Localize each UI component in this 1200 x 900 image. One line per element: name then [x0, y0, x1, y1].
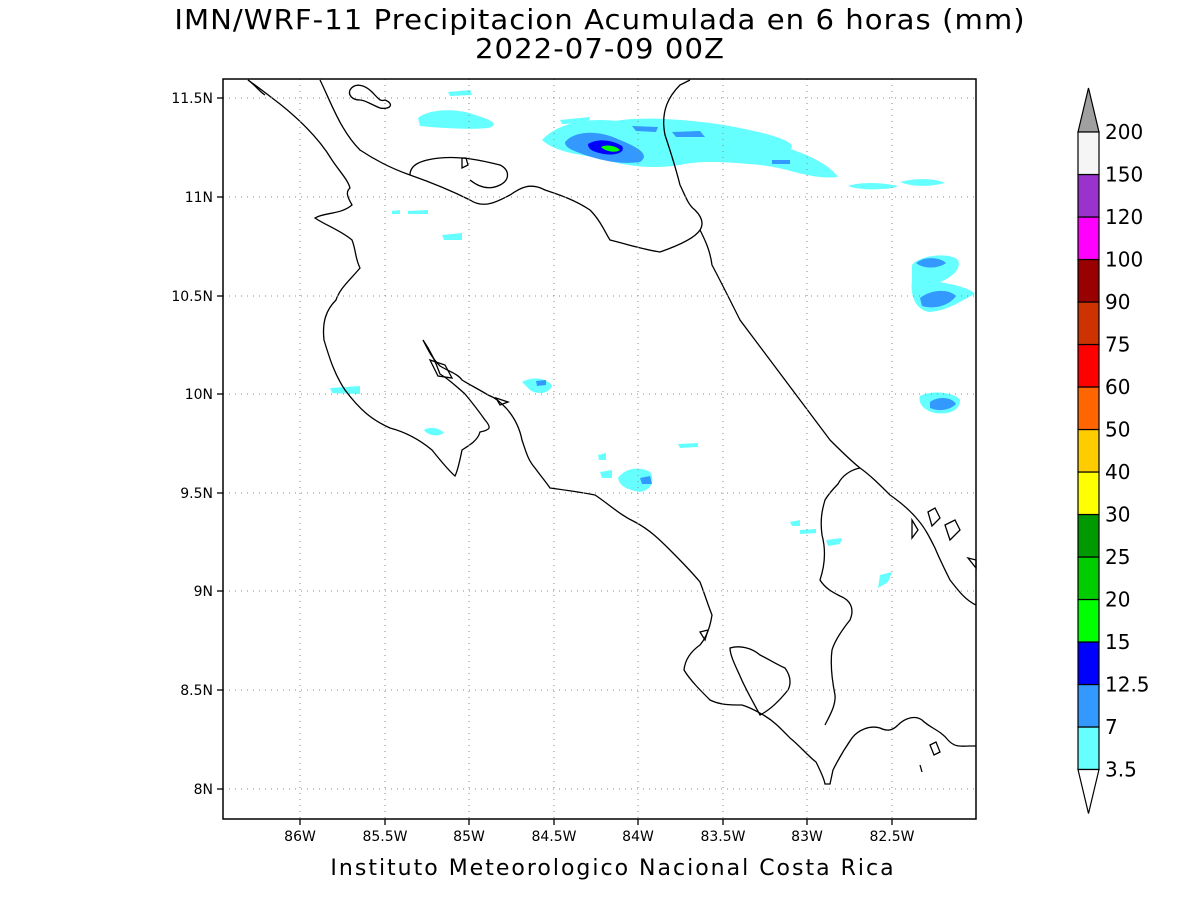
lon-tick-label: 85W: [453, 829, 485, 845]
colorbar-level-label: 120: [1105, 205, 1143, 229]
colorbar-segment: [1077, 386, 1100, 431]
colorbar-level-label: 12.5: [1105, 673, 1150, 697]
precip-area-blue: [640, 476, 652, 484]
lat-tick-label: 8N: [194, 782, 213, 798]
colorbar-segment: [1077, 471, 1100, 516]
precip-area-cyan: [598, 453, 606, 460]
lat-tick-label: 10N: [185, 387, 213, 403]
precip-area-cyan: [848, 183, 898, 190]
map-title: IMN/WRF-11 Precipitacion Acumulada en 6 …: [174, 3, 1026, 36]
precip-area-cyan: [678, 443, 698, 448]
colorbar-segment: [1077, 641, 1100, 686]
precip-area-cyan: [878, 572, 892, 588]
colorbar-level-label: 50: [1105, 418, 1130, 442]
colorbar-min-arrow: [1077, 768, 1100, 814]
colorbar-segment: [1077, 301, 1100, 346]
lat-lon-grid: [223, 79, 976, 819]
colorbar-level-label: 100: [1105, 248, 1143, 272]
colorbar-level-label: 25: [1105, 545, 1130, 569]
colorbar-level-label: 200: [1105, 120, 1143, 144]
colorbar-level-label: 75: [1105, 333, 1130, 357]
precip-area-cyan: [542, 120, 838, 178]
lon-tick-label: 84W: [622, 829, 654, 845]
colorbar-level-label: 3.5: [1105, 758, 1137, 782]
precip-area-cyan: [560, 117, 590, 124]
colorbar-segment: [1077, 216, 1100, 261]
precip-area-cyan: [800, 529, 816, 534]
credit-text: Instituto Meteorologico Nacional Costa R…: [330, 856, 896, 881]
lat-tick-label: 11N: [185, 190, 213, 206]
colorbar-level-label: 20: [1105, 588, 1130, 612]
precip-field: [330, 90, 975, 588]
coastline: [247, 79, 977, 785]
latitude-axis: 11.5N 11N 10.5N 10N 9.5N 9N 8.5N 8N: [171, 91, 223, 798]
precip-area-cyan: [392, 210, 400, 214]
lat-tick-label: 10.5N: [171, 289, 213, 305]
lat-tick-label: 9N: [194, 584, 213, 600]
colorbar-level-label: 90: [1105, 290, 1130, 314]
lon-tick-label: 83.5W: [700, 829, 745, 845]
precip-area-blue: [536, 380, 546, 386]
colorbar-segment: [1077, 513, 1100, 558]
colorbar-level-label: 7: [1105, 715, 1118, 739]
colorbar-segment: [1077, 556, 1100, 601]
colorbar-level-label: 30: [1105, 503, 1130, 527]
colorbar-level-label: 60: [1105, 375, 1130, 399]
colorbar-segment: [1077, 726, 1100, 771]
lon-tick-label: 83W: [791, 829, 823, 845]
colorbar-segment: [1077, 173, 1100, 218]
lon-tick-label: 85.5W: [362, 829, 407, 845]
precip-area-green: [601, 145, 620, 152]
colorbar-segment: [1077, 131, 1100, 176]
precip-area-blue: [772, 160, 790, 164]
precip-area-cyan: [408, 210, 428, 214]
precip-area-blue: [930, 398, 956, 411]
precip-area-cyan: [900, 179, 945, 186]
precip-area-blue: [672, 131, 705, 137]
precip-area-cyan: [448, 90, 472, 96]
precip-area-blue: [916, 258, 946, 268]
colorbar-level-label: 40: [1105, 460, 1130, 484]
precip-area-blue: [920, 290, 956, 308]
plot-frame: [222, 78, 977, 820]
lat-tick-label: 9.5N: [180, 486, 213, 502]
longitude-axis: 86W 85.5W 85W 84.5W 84W 83.5W 83W 82.5W: [284, 819, 915, 845]
colorbar-level-label: 150: [1105, 163, 1143, 187]
lon-tick-label: 86W: [284, 829, 316, 845]
lat-tick-label: 11.5N: [171, 91, 213, 107]
precip-area-cyan: [618, 468, 653, 492]
colorbar-segment: [1077, 343, 1100, 388]
colorbar-segment: [1077, 683, 1100, 728]
precip-area-cyan: [442, 233, 462, 240]
colorbar-level-label: 15: [1105, 630, 1130, 654]
precip-area-cyan: [826, 538, 842, 546]
precip-area-cyan: [600, 470, 612, 478]
colorbar-max-arrow: [1077, 87, 1100, 133]
lon-tick-label: 84.5W: [531, 829, 576, 845]
colorbar: 3.5 7 12.5 15 20 25 30 40 50 60 75 90 100 120 150 200: [1077, 87, 1150, 814]
colorbar-segment: [1077, 598, 1100, 643]
precip-area-cyan: [424, 427, 444, 436]
precip-area-cyan: [418, 110, 494, 129]
lat-tick-label: 8.5N: [180, 683, 213, 699]
lon-tick-label: 82.5W: [869, 829, 914, 845]
map-datetime: 2022-07-09 00Z: [474, 32, 726, 65]
precip-area-cyan: [790, 520, 800, 526]
colorbar-segment: [1077, 258, 1100, 303]
colorbar-segment: [1077, 428, 1100, 473]
